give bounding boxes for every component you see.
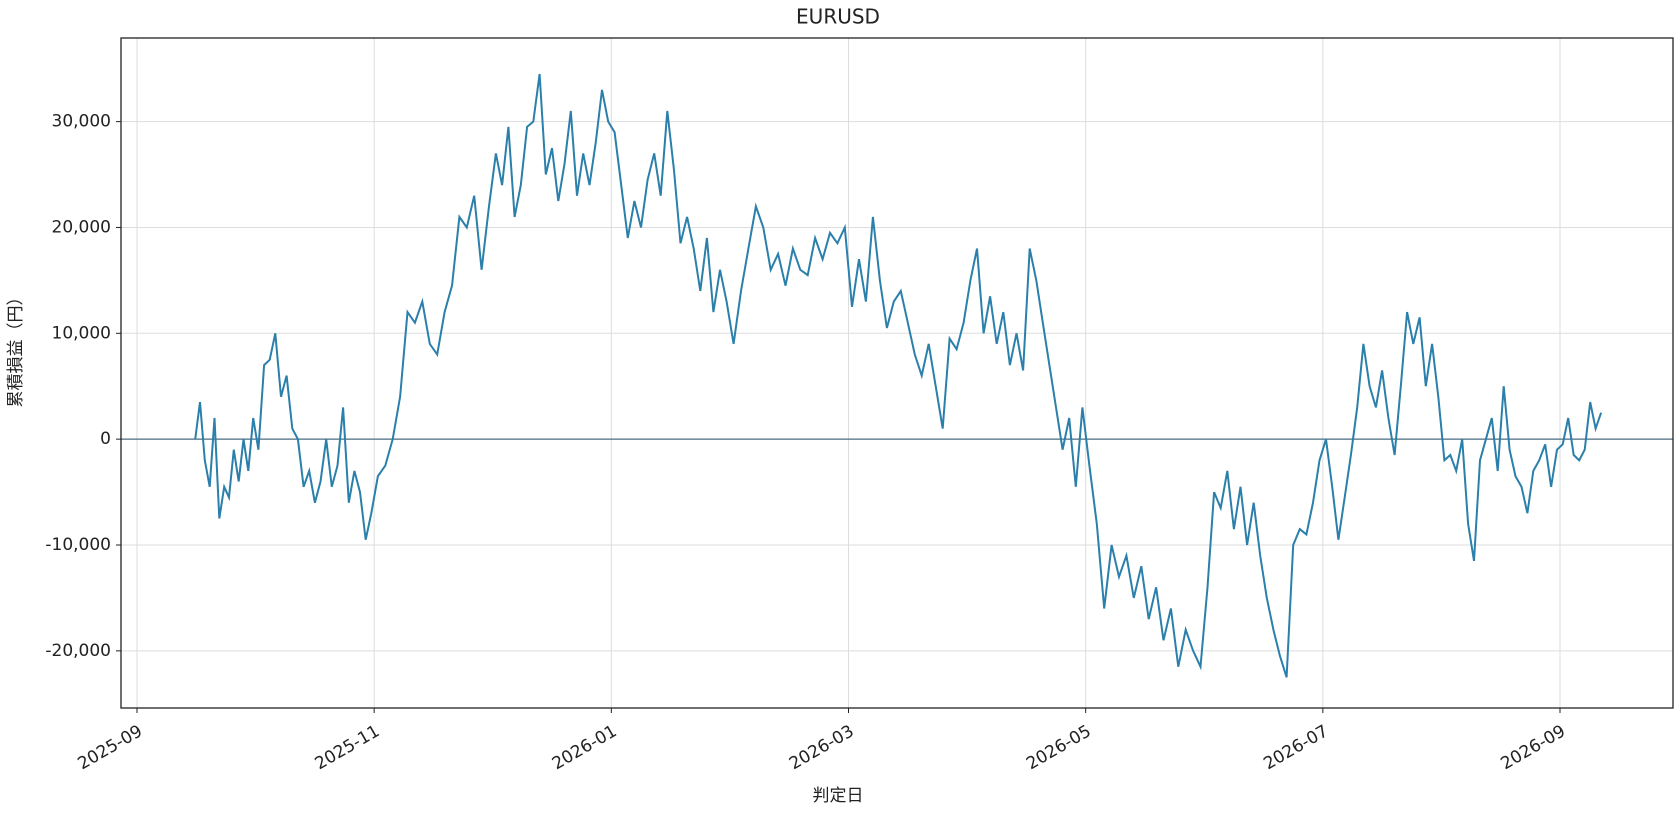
line: [194, 73, 1603, 678]
y-tick-label: 20,000: [52, 217, 111, 237]
x-axis-label: 判定日: [813, 786, 864, 806]
plot-frame: [120, 37, 1674, 709]
x-tick-label: 2026-07: [1260, 721, 1332, 774]
x-tick-label: 2025-11: [312, 721, 384, 774]
y-tick-label: 10,000: [52, 323, 111, 343]
y-tick-label: 30,000: [52, 112, 111, 132]
y-axis-label: 累積損益（円）: [6, 289, 26, 408]
chart-title: EURUSD: [796, 5, 880, 29]
x-tick-label: 2026-03: [786, 721, 858, 774]
y-tick-label: 0: [100, 429, 111, 449]
y-tick-label: -10,000: [45, 535, 111, 555]
y-tick-label: -20,000: [45, 641, 111, 661]
x-tick-label: 2026-05: [1023, 721, 1095, 774]
x-tick-label: 2026-09: [1497, 721, 1569, 774]
x-tick-label: 2025-09: [74, 721, 146, 774]
x-tick-label: 2026-01: [549, 721, 621, 774]
